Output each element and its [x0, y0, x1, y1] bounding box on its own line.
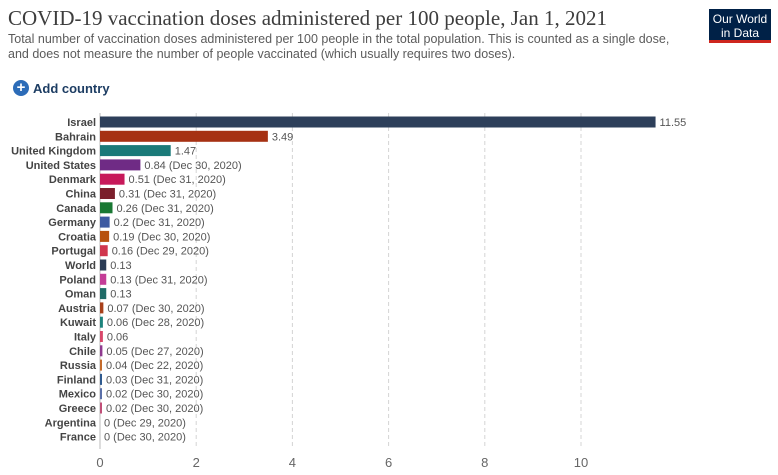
- x-tick-label: 10: [574, 455, 588, 470]
- value-label: 0.51 (Dec 31, 2020): [129, 174, 226, 186]
- value-label: 0.04 (Dec 22, 2020): [106, 360, 203, 372]
- category-label: Germany: [48, 217, 97, 229]
- value-label: 0.13 (Dec 31, 2020): [110, 274, 207, 286]
- bar: [100, 388, 102, 400]
- bar: [100, 273, 107, 285]
- bar: [100, 188, 115, 199]
- value-label: 0.19 (Dec 30, 2020): [113, 231, 210, 243]
- x-tick-label: 6: [385, 455, 392, 470]
- value-label: 0.31 (Dec 31, 2020): [119, 189, 216, 201]
- category-label: Chile: [69, 346, 96, 358]
- category-label: Poland: [59, 274, 96, 286]
- bar: [100, 173, 125, 185]
- value-label: 1.47: [175, 146, 196, 158]
- owid-logo[interactable]: Our World in Data: [709, 9, 771, 43]
- value-label: 0.06: [107, 332, 128, 344]
- category-label: France: [60, 432, 96, 444]
- category-label: World: [65, 260, 96, 272]
- bar: [100, 245, 108, 257]
- category-label: Croatia: [58, 231, 97, 243]
- value-label: 0.13: [110, 260, 131, 272]
- category-label: Finland: [57, 374, 96, 386]
- bar: [100, 159, 141, 171]
- value-label: 11.55: [660, 117, 687, 129]
- x-tick-label: 4: [289, 455, 296, 470]
- bar: [100, 145, 171, 157]
- category-label: China: [65, 189, 96, 201]
- category-label: Austria: [58, 303, 97, 315]
- bar: [100, 373, 102, 385]
- category-label: Kuwait: [60, 317, 96, 329]
- value-label: 0.03 (Dec 31, 2020): [106, 374, 203, 386]
- bar: [100, 216, 110, 228]
- bar: [100, 359, 102, 371]
- bar: [100, 130, 268, 142]
- value-label: 0.06 (Dec 28, 2020): [107, 317, 204, 329]
- add-country-button[interactable]: + Add country: [13, 80, 110, 96]
- category-label: Russia: [60, 360, 97, 372]
- category-label: Italy: [74, 332, 97, 344]
- value-label: 0.02 (Dec 30, 2020): [106, 389, 203, 401]
- value-label: 0.13: [110, 289, 131, 301]
- value-label: 0.2 (Dec 31, 2020): [114, 217, 205, 229]
- category-label: Denmark: [49, 174, 97, 186]
- category-label: Israel: [67, 117, 96, 129]
- x-tick-label: 2: [193, 455, 200, 470]
- bar: [100, 302, 104, 314]
- bar: [100, 288, 107, 300]
- chart-title: COVID-19 vaccination doses administered …: [8, 6, 607, 30]
- add-country-label: Add country: [33, 80, 110, 96]
- x-tick-label: 8: [481, 455, 488, 470]
- bar: [100, 316, 103, 328]
- value-label: 0.16 (Dec 29, 2020): [112, 246, 209, 258]
- value-label: 0 (Dec 30, 2020): [104, 432, 186, 444]
- value-label: 0.05 (Dec 27, 2020): [106, 346, 203, 358]
- value-label: 0.26 (Dec 31, 2020): [117, 203, 214, 215]
- bar: [100, 259, 107, 271]
- bar: [100, 230, 110, 242]
- bar: [100, 345, 103, 357]
- value-label: 0 (Dec 29, 2020): [104, 417, 186, 429]
- category-label: Argentina: [45, 417, 97, 429]
- bar: [100, 202, 113, 214]
- category-label: Canada: [56, 203, 97, 215]
- value-label: 3.49: [272, 131, 293, 143]
- value-label: 0.02 (Dec 30, 2020): [106, 403, 203, 415]
- category-label: United Kingdom: [11, 146, 96, 158]
- plus-circle-icon: +: [13, 80, 29, 96]
- value-label: 0.84 (Dec 30, 2020): [144, 160, 241, 172]
- logo-line-1: Our World: [712, 12, 768, 26]
- category-label: Greece: [59, 403, 96, 415]
- value-label: 0.07 (Dec 30, 2020): [107, 303, 204, 315]
- logo-line-2: in Data: [720, 26, 760, 40]
- category-label: Mexico: [59, 389, 97, 401]
- category-label: United States: [26, 160, 96, 172]
- x-tick-label: 0: [96, 455, 103, 470]
- category-label: Portugal: [51, 246, 96, 258]
- chart-subtitle: Total number of vaccination doses admini…: [8, 32, 670, 61]
- bar: [100, 331, 103, 342]
- category-label: Oman: [65, 289, 96, 301]
- bar: [100, 402, 102, 414]
- category-label: Bahrain: [55, 131, 96, 143]
- bar: [100, 116, 656, 128]
